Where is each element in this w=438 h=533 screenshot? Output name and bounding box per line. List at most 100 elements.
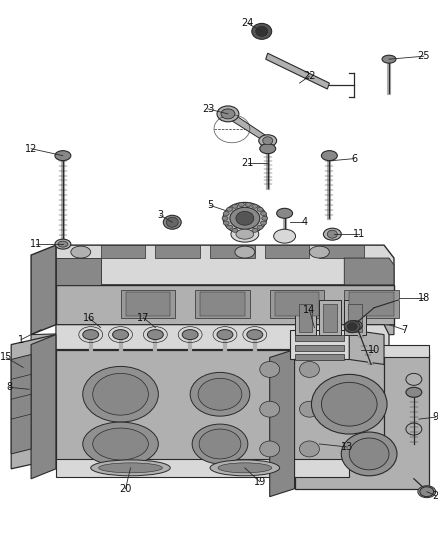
Ellipse shape (182, 329, 198, 340)
Bar (295, 344, 344, 351)
Polygon shape (56, 258, 101, 285)
Bar (344, 290, 399, 318)
Polygon shape (31, 245, 56, 335)
Polygon shape (265, 245, 310, 258)
Polygon shape (11, 354, 31, 454)
Text: 5: 5 (207, 200, 213, 211)
Ellipse shape (300, 361, 319, 377)
Ellipse shape (58, 241, 68, 247)
Polygon shape (290, 329, 349, 359)
Polygon shape (232, 113, 270, 144)
Text: 7: 7 (401, 325, 407, 335)
Polygon shape (270, 350, 295, 497)
Ellipse shape (93, 428, 148, 460)
Polygon shape (155, 245, 200, 258)
Ellipse shape (148, 329, 163, 340)
Ellipse shape (238, 230, 244, 234)
Ellipse shape (310, 246, 329, 258)
Ellipse shape (232, 228, 238, 232)
Ellipse shape (236, 229, 254, 239)
Text: 16: 16 (83, 313, 95, 322)
Ellipse shape (71, 246, 91, 258)
Ellipse shape (91, 460, 170, 476)
Bar (126, 292, 170, 316)
Ellipse shape (192, 424, 248, 464)
Text: 24: 24 (242, 19, 254, 28)
Bar (270, 290, 325, 318)
Polygon shape (31, 325, 394, 344)
Ellipse shape (83, 329, 99, 340)
Bar (344, 300, 366, 335)
Ellipse shape (222, 216, 228, 220)
Text: 11: 11 (353, 229, 365, 239)
Ellipse shape (236, 211, 254, 225)
Ellipse shape (406, 423, 422, 435)
Ellipse shape (217, 329, 233, 340)
Ellipse shape (260, 144, 276, 154)
Ellipse shape (321, 382, 377, 426)
Ellipse shape (382, 55, 396, 63)
Ellipse shape (406, 387, 422, 397)
Ellipse shape (226, 207, 233, 211)
Text: 19: 19 (254, 477, 266, 487)
Ellipse shape (245, 203, 251, 207)
Ellipse shape (83, 422, 159, 466)
Text: 6: 6 (351, 154, 357, 164)
Ellipse shape (163, 215, 181, 229)
Polygon shape (56, 350, 384, 469)
Text: 17: 17 (137, 313, 150, 322)
Ellipse shape (311, 374, 387, 434)
Ellipse shape (406, 374, 422, 385)
Ellipse shape (113, 329, 128, 340)
Bar (120, 290, 175, 318)
Ellipse shape (349, 438, 389, 470)
Ellipse shape (210, 460, 279, 476)
Ellipse shape (274, 229, 296, 243)
Ellipse shape (99, 463, 162, 473)
Ellipse shape (55, 151, 71, 160)
Bar (295, 335, 344, 341)
Bar (195, 290, 250, 318)
Polygon shape (210, 245, 255, 258)
Ellipse shape (247, 329, 263, 340)
Ellipse shape (260, 401, 279, 417)
Polygon shape (56, 245, 394, 285)
Ellipse shape (300, 441, 319, 457)
Bar (295, 300, 316, 335)
Polygon shape (56, 325, 389, 350)
Bar (323, 304, 337, 332)
Bar (348, 304, 362, 332)
Text: 10: 10 (368, 344, 380, 354)
Text: 15: 15 (0, 352, 12, 362)
Ellipse shape (262, 216, 268, 220)
Ellipse shape (198, 378, 242, 410)
Polygon shape (56, 459, 349, 477)
Ellipse shape (261, 221, 266, 225)
Text: 4: 4 (301, 217, 307, 227)
Text: 3: 3 (157, 211, 163, 220)
Ellipse shape (300, 401, 319, 417)
Text: 21: 21 (242, 158, 254, 167)
Ellipse shape (341, 432, 397, 476)
Bar (319, 300, 341, 335)
Text: 18: 18 (418, 293, 430, 303)
Ellipse shape (223, 203, 267, 234)
Text: 25: 25 (417, 51, 430, 61)
Polygon shape (11, 335, 56, 469)
Polygon shape (295, 344, 429, 358)
Ellipse shape (223, 221, 229, 225)
Ellipse shape (55, 239, 71, 249)
Text: 23: 23 (202, 104, 214, 114)
Text: 20: 20 (119, 484, 132, 494)
Ellipse shape (418, 486, 436, 498)
Bar (349, 292, 394, 316)
Ellipse shape (223, 212, 229, 215)
Text: 14: 14 (304, 305, 316, 315)
Bar (295, 354, 344, 360)
Ellipse shape (259, 135, 277, 147)
Ellipse shape (260, 361, 279, 377)
Ellipse shape (277, 208, 293, 219)
Text: 22: 22 (303, 71, 316, 81)
Ellipse shape (218, 463, 272, 473)
Polygon shape (56, 285, 394, 325)
